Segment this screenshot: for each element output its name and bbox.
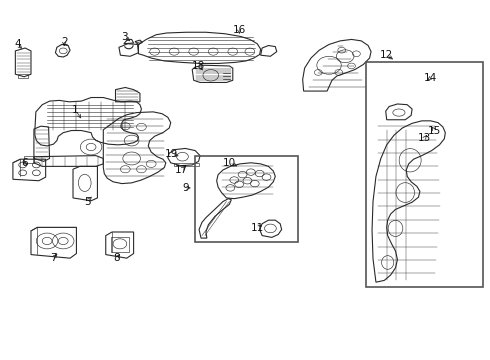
- Text: 12: 12: [380, 50, 393, 60]
- Text: 10: 10: [223, 158, 236, 168]
- Text: 2: 2: [61, 37, 68, 47]
- Text: 9: 9: [182, 183, 189, 193]
- Text: 6: 6: [21, 158, 27, 168]
- Text: 13: 13: [418, 133, 431, 143]
- Text: 17: 17: [175, 165, 188, 175]
- Text: 3: 3: [121, 32, 127, 41]
- Text: 5: 5: [84, 197, 91, 207]
- Text: 11: 11: [250, 224, 264, 233]
- Text: 1: 1: [72, 105, 79, 115]
- Text: 16: 16: [233, 25, 246, 35]
- Text: 4: 4: [15, 40, 21, 49]
- Text: 14: 14: [424, 73, 437, 83]
- Bar: [195, 156, 298, 242]
- Text: 18: 18: [192, 61, 205, 71]
- Text: 15: 15: [428, 126, 441, 135]
- Bar: [366, 62, 484, 287]
- Text: 8: 8: [114, 253, 121, 263]
- Text: 19: 19: [165, 149, 178, 159]
- Text: 7: 7: [50, 253, 57, 263]
- Bar: [24, 156, 34, 163]
